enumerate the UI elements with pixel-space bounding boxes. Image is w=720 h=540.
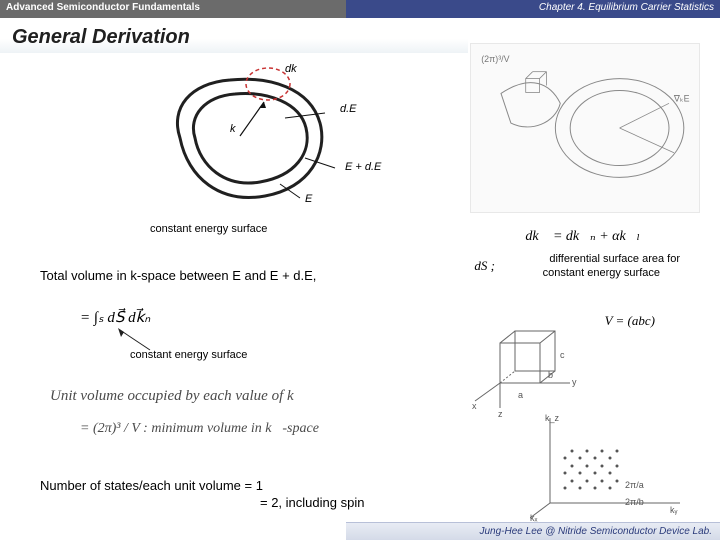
svg-text:k_z: k_z — [545, 413, 560, 423]
svg-text:c: c — [560, 350, 565, 360]
content-area: dk k d.E E + d.E E constant energy surfa… — [0, 53, 720, 533]
svg-text:(2π)³/V: (2π)³/V — [481, 54, 509, 64]
lattice-diagram: k_z kₓ kᵧ 2π/a 2π/b — [530, 413, 690, 523]
svg-text:x: x — [472, 401, 477, 411]
dS-desc-b: constant energy surface — [543, 267, 660, 279]
svg-text:z: z — [498, 409, 503, 419]
page-title: General Derivation — [0, 18, 468, 53]
EdE-label: E + d.E — [345, 161, 381, 173]
dE-label: d.E — [340, 103, 357, 115]
dS-desc-a: differential surface area for — [549, 253, 680, 265]
cube-diagram: a c b x y z — [470, 323, 590, 423]
integral-eq: = ∫ₛ dS⃗ dk⃗ₙ — [80, 308, 150, 327]
header-right: Chapter 4. Equilibrium Carrier Statistic… — [346, 0, 720, 18]
energy-surface-diagram — [150, 58, 350, 218]
svg-text:y: y — [572, 377, 577, 387]
diagram-caption: constant energy surface — [150, 223, 267, 235]
E-label: E — [305, 193, 312, 205]
svg-text:b: b — [548, 370, 553, 380]
header-left: Advanced Semiconductor Fundamentals — [0, 0, 346, 18]
V-abc-label: V = (abc) — [605, 313, 655, 329]
svg-text:kᵧ: kᵧ — [670, 505, 678, 515]
const-surf-label: constant energy surface — [130, 349, 247, 361]
k-label: k — [230, 123, 236, 135]
dk-equation: dk⃗ = dk⃗ₙ + αk⃗ₗ — [525, 228, 640, 245]
unit-volume-line: Unit volume occupied by each value of k⃗ — [50, 388, 305, 405]
total-volume-inner: Total volume in k-space between E and E … — [40, 268, 316, 283]
slide-header: Advanced Semiconductor Fundamentals Chap… — [0, 0, 720, 18]
svg-text:2π/b: 2π/b — [625, 497, 644, 507]
dk-label: dk — [285, 63, 297, 75]
total-volume-text: Total volume in k-space between E and E … — [40, 268, 316, 283]
states-line1: Number of states/each unit volume = 1 — [40, 478, 263, 493]
min-vol-eq: = (2π)³ / V : minimum volume in k⃗-space — [80, 421, 319, 437]
slide-footer: Jung-Hee Lee @ Nitride Semiconductor Dev… — [346, 522, 720, 540]
svg-text:∇ₖE: ∇ₖE — [673, 93, 690, 103]
states-line2: = 2, including spin — [260, 495, 364, 510]
cube-a-label: a — [518, 390, 523, 400]
dS-label: dS ; — [474, 258, 495, 274]
surface-sketch: (2π)³/V ∇ₖE — [470, 43, 700, 213]
svg-text:2π/a: 2π/a — [625, 480, 644, 490]
